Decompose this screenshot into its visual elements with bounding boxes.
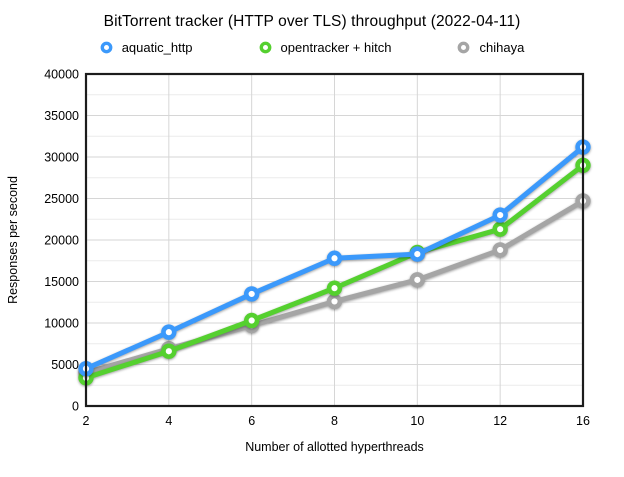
data-point-marker [326,293,343,310]
y-tick-label: 30000 [44,151,79,165]
y-tick-label: 15000 [44,275,79,289]
chart-legend: aquatic_http opentracker + hitch chihaya [0,40,624,55]
data-point-marker [409,272,426,288]
data-point-marker [243,312,260,329]
series-aquatic-http [78,139,591,377]
legend-marker-icon [259,41,271,54]
y-tick-label: 10000 [44,317,79,331]
data-point-marker [326,250,343,266]
data-point-marker [326,280,343,296]
y-tick-label: 40000 [44,68,79,82]
x-tick-label: 8 [331,414,338,428]
x-tick-label: 6 [248,414,255,428]
y-axis-title: Responses per second [6,176,20,304]
y-tick-label: 25000 [44,192,79,206]
data-point-marker [161,324,177,340]
chart-title: BitTorrent tracker (HTTP over TLS) throu… [103,13,521,30]
legend-item: chihaya [457,40,524,55]
x-tick-label: 2 [83,414,90,428]
x-axis-title: Number of allotted hyperthreads [245,440,424,454]
plot-border [84,72,585,408]
data-point-marker [492,207,508,223]
legend-marker-icon [100,41,113,54]
data-point-marker [409,246,426,262]
data-point-marker [492,221,508,237]
y-tick-label: 5000 [51,358,79,372]
data-point-marker [161,343,177,359]
legend-marker-icon [458,41,470,54]
data-point-marker [492,242,508,258]
y-tick-label: 35000 [44,109,79,123]
legend-item: opentracker + hitch [259,40,392,55]
legend-label: chihaya [479,40,525,55]
x-tick-label: 12 [493,414,507,428]
y-tick-label: 20000 [44,234,79,248]
y-tick-label: 0 [72,400,79,414]
data-point-marker [243,286,260,302]
legend-item: aquatic_http [100,40,193,55]
x-tick-label: 10 [410,414,424,428]
x-tick-label: 16 [576,414,590,428]
legend-label: opentracker + hitch [280,40,392,55]
x-tick-label: 4 [165,414,172,428]
legend-label: aquatic_http [121,40,193,55]
